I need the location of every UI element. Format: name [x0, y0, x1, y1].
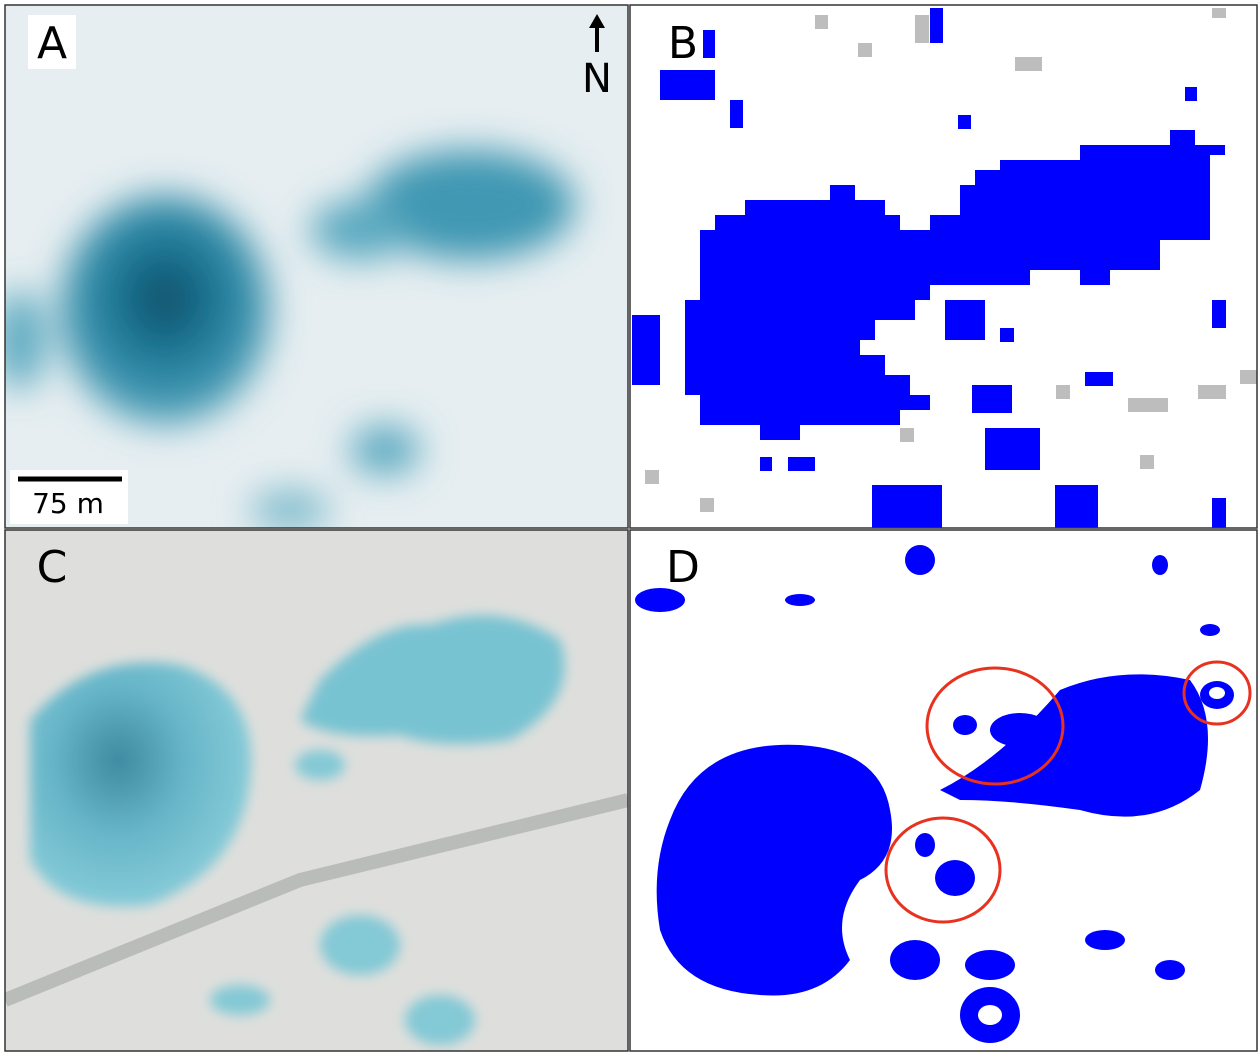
gray-pixel — [645, 470, 659, 484]
pond — [295, 750, 345, 780]
water-region — [945, 300, 985, 340]
water-region — [905, 545, 935, 575]
water-region — [935, 860, 975, 896]
water-region — [990, 713, 1050, 747]
gray-pixel — [900, 428, 914, 442]
scale-label: 75 m — [32, 487, 104, 520]
water-region — [872, 485, 942, 528]
water-region — [760, 457, 772, 471]
pond — [350, 425, 420, 475]
page: A N 75 m — [0, 0, 1259, 1053]
water-region — [958, 115, 971, 129]
water-region — [953, 715, 977, 735]
water-region — [1185, 87, 1197, 101]
gray-pixel — [1212, 8, 1226, 18]
figure: A N 75 m — [0, 0, 1259, 1053]
water-region — [1212, 300, 1226, 328]
water-region — [785, 594, 815, 606]
gray-pixel — [915, 15, 929, 43]
water-region — [660, 70, 715, 100]
gray-pixel — [700, 498, 714, 512]
pond — [60, 195, 270, 425]
ice-hole — [978, 1005, 1002, 1025]
north-label: N — [582, 56, 612, 102]
water-region — [890, 940, 940, 980]
water-region — [1085, 930, 1125, 950]
water-region — [703, 30, 715, 58]
gray-pixel — [1240, 370, 1257, 384]
pond — [320, 915, 400, 975]
water-region — [1200, 624, 1220, 636]
panel-label: D — [666, 542, 700, 593]
water-region — [788, 457, 815, 471]
panel-label: B — [668, 18, 698, 69]
water-region — [1212, 498, 1226, 528]
gray-pixel — [815, 15, 828, 29]
ice-hole — [1209, 687, 1225, 699]
water-region — [1155, 960, 1185, 980]
gray-pixel — [1128, 398, 1168, 412]
water-region — [1085, 372, 1113, 386]
panel-label: C — [37, 542, 68, 593]
panel-a: A N 75 m — [0, 5, 628, 530]
pond — [210, 985, 270, 1015]
pond — [250, 490, 330, 530]
gray-pixel — [1056, 385, 1070, 399]
water-region — [972, 385, 1012, 413]
panel-b: B — [630, 5, 1257, 528]
gray-pixel — [1140, 455, 1154, 469]
water-region — [730, 100, 743, 128]
gray-pixel — [1015, 57, 1042, 71]
panel-label: A — [37, 18, 67, 69]
water-region — [915, 833, 935, 857]
water-region — [1152, 555, 1168, 575]
water-region — [985, 428, 1040, 470]
water-region — [1000, 328, 1014, 342]
water-region — [1055, 485, 1098, 528]
pond — [310, 200, 410, 260]
water-region — [632, 315, 660, 385]
gray-pixel — [1198, 385, 1226, 399]
gray-pixel — [858, 43, 872, 57]
panel-c: C — [5, 530, 628, 1051]
pond — [405, 995, 475, 1045]
water-region — [930, 8, 943, 43]
panel-d: D — [630, 530, 1257, 1051]
water-region — [965, 950, 1015, 980]
